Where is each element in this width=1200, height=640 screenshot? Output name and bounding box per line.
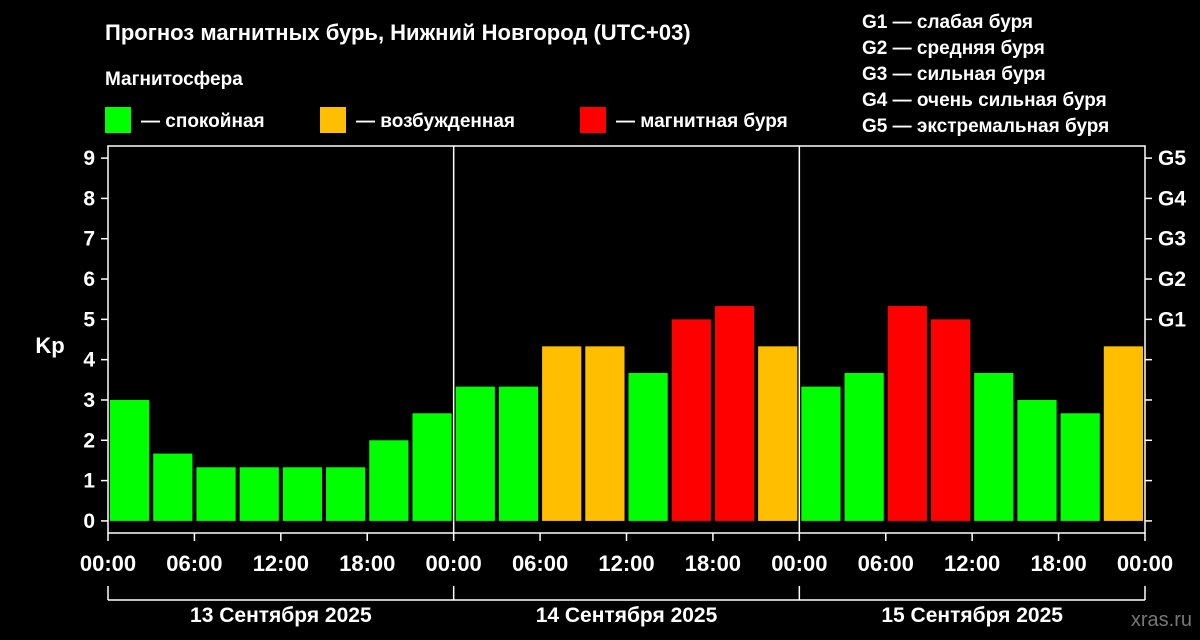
g-scale-item-g5: G5 — экстремальная буря [862, 116, 1109, 137]
g-level-label: G5 [1158, 147, 1186, 170]
kp-bar [196, 467, 236, 521]
kp-bar [585, 346, 625, 521]
y-tick-label: 3 [83, 389, 95, 412]
chart-title: Прогноз магнитных бурь, Нижний Новгород … [105, 20, 691, 45]
g-level-label: G3 [1158, 228, 1186, 251]
kp-bar [628, 372, 668, 521]
x-tick-label: 18:00 [1030, 551, 1086, 576]
kp-bar [110, 399, 150, 521]
kp-bar [498, 386, 539, 521]
x-tick-label: 00:00 [1117, 551, 1173, 576]
x-tick-label: 12:00 [944, 551, 1000, 576]
y-tick-label: 7 [83, 228, 95, 251]
legend-label-storm: — магнитная буря [616, 111, 788, 132]
y-tick-label: 0 [83, 510, 95, 533]
legend-label-calm: — спокойная [141, 111, 265, 132]
x-tick-label: 18:00 [685, 551, 741, 576]
kp-bar [282, 467, 323, 521]
kp-bar [326, 467, 366, 521]
kp-bar [455, 386, 495, 521]
day-label: 15 Сентября 2025 [881, 604, 1063, 627]
y-tick-label: 4 [83, 349, 95, 372]
kp-bar [1060, 413, 1100, 521]
g-scale-item-g4: G4 — очень сильная буря [862, 90, 1107, 111]
y-tick-label: 6 [83, 268, 95, 291]
x-tick-label: 18:00 [339, 551, 395, 576]
g-level-label: G2 [1158, 268, 1186, 291]
g-scale-legend: G1 — слабая буря G2 — средняя буря G3 — … [862, 12, 1109, 137]
legend-heading: Магнитосфера [105, 69, 243, 90]
y-tick-label: 1 [83, 470, 95, 493]
kp-bar [930, 319, 971, 521]
x-tick-label: 00:00 [771, 551, 827, 576]
x-tick-label: 00:00 [80, 551, 136, 576]
y-tick-label: 9 [83, 147, 95, 170]
kp-bar [239, 467, 279, 521]
y-tick-label: 8 [83, 187, 95, 210]
kp-bar [974, 372, 1014, 521]
y-tick-label: 2 [83, 429, 95, 452]
x-tick-label: 00:00 [426, 551, 482, 576]
day-label: 13 Сентября 2025 [190, 604, 372, 627]
day-label: 14 Сентября 2025 [536, 604, 718, 627]
y-axis-label: Kp [35, 333, 64, 358]
g-scale-item-g1: G1 — слабая буря [862, 12, 1033, 33]
x-tick-label: 12:00 [598, 551, 654, 576]
g-level-label: G4 [1158, 187, 1186, 210]
x-tick-label: 12:00 [253, 551, 309, 576]
y-tick-label: 5 [83, 308, 95, 331]
kp-bar [671, 319, 711, 521]
kp-bar [1017, 399, 1057, 521]
kp-bar [801, 386, 841, 521]
kp-bar [844, 372, 884, 521]
watermark: xras.ru [1131, 609, 1192, 631]
kp-bar [369, 440, 409, 521]
x-tick-label: 06:00 [166, 551, 222, 576]
kp-bar [542, 346, 582, 521]
g-level-label: G1 [1158, 308, 1186, 331]
legend-label-active: — возбужденная [356, 111, 515, 132]
legend-swatch-storm [580, 107, 606, 133]
kp-bar [1103, 346, 1143, 521]
legend-swatch-calm [105, 107, 131, 133]
kp-bar [758, 346, 798, 521]
kp-bar [412, 413, 452, 521]
g-scale-item-g2: G2 — средняя буря [862, 38, 1045, 59]
legend-swatch-active [320, 107, 346, 133]
g-scale-item-g3: G3 — сильная буря [862, 64, 1046, 85]
kp-bar [714, 306, 755, 521]
plot-area: 0 1 2 3 4 5 6 7 8 9 G1 G2 G3 G4 G5 00:00 06:00 12:00 18:00… [80, 145, 1186, 627]
x-tick-label: 06:00 [512, 551, 568, 576]
x-tick-label: 06:00 [858, 551, 914, 576]
legend: — спокойная — возбужденная — магнитная б… [105, 107, 788, 133]
kp-bar [887, 306, 927, 521]
kp-bar [153, 453, 193, 521]
